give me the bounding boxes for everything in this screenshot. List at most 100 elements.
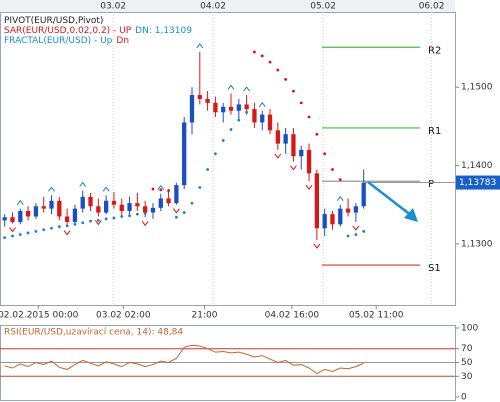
sar-dot	[260, 54, 264, 58]
candle-body	[299, 149, 304, 157]
y-tick-label: 50	[461, 358, 473, 368]
candle-body	[314, 173, 320, 229]
sar-dot	[11, 234, 14, 238]
candle-body	[213, 102, 218, 113]
fractal-up	[48, 186, 55, 192]
sar-dot	[96, 218, 100, 222]
candle-body	[111, 200, 117, 205]
fractal-down	[172, 208, 180, 214]
sar-dot	[276, 68, 280, 72]
sar-dot	[214, 152, 217, 156]
candle-body	[330, 214, 335, 225]
fractal-down	[352, 225, 360, 231]
pivot-label: S1	[428, 263, 441, 274]
candle-body	[252, 109, 257, 123]
fractal-up	[102, 186, 110, 192]
candle-body	[197, 95, 202, 99]
fractal-up	[227, 84, 235, 90]
x-tick-label: 05.02 11:00	[349, 311, 404, 321]
sar-dot	[120, 215, 124, 218]
sar-dot	[65, 224, 69, 228]
candle-body	[283, 134, 288, 144]
candle-body	[338, 208, 343, 225]
sar-dot	[190, 201, 194, 205]
sar-dot	[26, 231, 30, 235]
x-tick-label: 02.02.2015 00:00	[0, 311, 79, 321]
candle-body	[80, 196, 85, 209]
candle-body	[189, 95, 195, 123]
fractal-up	[258, 101, 266, 108]
y-tick-label: 100	[461, 324, 478, 334]
sar-dot	[198, 186, 202, 189]
rsi-line	[4, 344, 364, 375]
candle-body	[127, 203, 132, 211]
candle-body	[150, 207, 156, 213]
y-tick-label: 1,1400	[461, 161, 493, 171]
fractal-down	[313, 243, 321, 249]
sar-dot	[354, 233, 358, 236]
candle-body	[57, 200, 62, 217]
candle-body	[353, 206, 359, 213]
candle-body	[2, 217, 7, 221]
candle-body	[361, 182, 366, 207]
sar-dot	[253, 50, 256, 54]
candle-body	[291, 134, 296, 157]
y-tick-label: 70	[461, 344, 473, 354]
candle-body	[260, 114, 265, 123]
x-tick-label: 04.02	[200, 2, 226, 12]
candle-body	[135, 203, 140, 207]
y-tick-label: 0	[461, 393, 467, 402]
pivot-label: P	[428, 179, 434, 190]
top-axis-strip	[0, 0, 455, 12]
sar-dot	[331, 168, 334, 171]
candle-body	[143, 206, 148, 213]
main-frame	[0, 12, 456, 306]
sar-dot	[284, 77, 288, 81]
candle-body	[25, 210, 31, 217]
sar-dot	[362, 229, 366, 233]
indicator-value: Dn	[116, 36, 129, 46]
sar-dot	[42, 228, 46, 232]
sar-dot	[18, 233, 22, 236]
candle-body	[174, 185, 179, 204]
candle-body	[33, 206, 39, 217]
candle-body	[72, 208, 78, 222]
sar-dot	[50, 226, 53, 230]
sar-dot	[104, 217, 108, 221]
fractal-up	[196, 43, 204, 49]
candle-body	[166, 198, 171, 204]
candle-body	[345, 208, 351, 213]
sar-dot	[292, 89, 295, 93]
candle-body	[205, 98, 210, 103]
fractal-up	[336, 195, 344, 202]
sar-dot	[73, 222, 77, 226]
fractal-down	[274, 153, 282, 159]
sar-dot	[89, 219, 92, 223]
sar-dot	[346, 234, 350, 238]
candle-body	[88, 196, 93, 207]
candle-body	[64, 216, 70, 222]
fractal-up	[79, 181, 87, 187]
sar-dot	[167, 189, 170, 193]
candle-body	[267, 114, 273, 131]
indicator-label: SAR(EUR/USD,0.02,0.2) - UP DN: 1,13109	[4, 26, 192, 36]
sar-dot	[338, 178, 342, 182]
sar-dot	[81, 221, 85, 225]
candle-body	[322, 214, 327, 229]
candle-body	[18, 210, 23, 222]
x-tick-label: 03.02	[100, 2, 126, 12]
x-tick-label: 03.02 02:00	[96, 311, 151, 321]
sar-dot	[237, 118, 241, 122]
candle-body	[306, 149, 312, 174]
sar-dot	[268, 60, 272, 64]
indicator-name: FRACTAL(EUR/USD) - Up	[4, 36, 113, 46]
last-price-label: 1,13783	[459, 178, 496, 188]
sar-dot	[307, 115, 311, 119]
fractal-down	[94, 220, 102, 226]
sar-dot	[3, 236, 7, 240]
candle-body	[158, 198, 163, 208]
indicator-label: FRACTAL(EUR/USD) - Up Dn	[4, 36, 129, 46]
